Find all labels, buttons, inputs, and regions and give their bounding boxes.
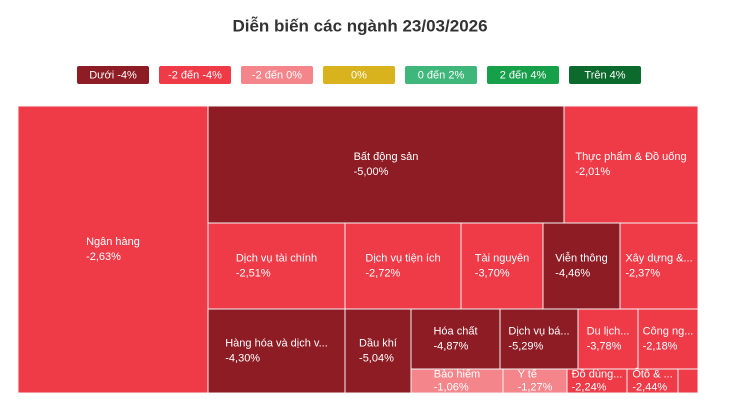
tile-label: Ôtô & ...: [632, 367, 672, 380]
legend-swatch: [487, 66, 559, 84]
legend-label: Dưới -4%: [89, 69, 137, 81]
tile: [563, 105, 699, 224]
tile: [410, 308, 501, 370]
chart-title: Diễn biến các ngành 23/03/2026: [232, 16, 487, 35]
tile-value: -2,37%: [625, 267, 660, 279]
tile-label: Dầu khí: [359, 337, 397, 349]
tile-label: Tài nguyên: [475, 252, 529, 264]
legend-swatch: [241, 66, 313, 84]
legend-swatch: [159, 66, 231, 84]
tile-value: -4,87%: [433, 340, 468, 352]
tile-value: -2,44%: [632, 381, 667, 393]
tile: [460, 222, 544, 310]
tile: [502, 368, 568, 394]
tile-label: Đồ dùng...: [572, 368, 623, 380]
tile: [499, 308, 579, 370]
tile: [207, 105, 565, 224]
legend-label: 2 đến 4%: [500, 69, 547, 81]
tile: [542, 222, 621, 310]
tile-label: Công ng...: [643, 325, 694, 337]
tile-value: -2,24%: [572, 381, 607, 393]
tile-label: Thực phẩm & Đồ uống: [575, 151, 686, 163]
legend-label: 0 đến 2%: [418, 69, 465, 81]
tile-label: Dịch vụ bá...: [508, 325, 569, 337]
tile-label: Xây dựng &...: [625, 252, 692, 264]
tile: [17, 105, 209, 394]
tile: [207, 308, 346, 394]
tile-label: Hàng hóa và dịch v...: [225, 337, 328, 349]
tile-value: -5,04%: [359, 352, 394, 364]
tile: [207, 222, 346, 310]
tile-value: -2,72%: [365, 267, 400, 279]
tile: [637, 308, 699, 370]
tile-value: -2,51%: [236, 267, 271, 279]
tile-value: -1,27%: [518, 381, 553, 393]
legend-label: -2 đến 0%: [252, 69, 302, 81]
tile: [344, 222, 462, 310]
tile-value: -5,00%: [354, 166, 389, 178]
tile-value: -3,70%: [475, 267, 510, 279]
tile: [619, 222, 699, 310]
legend-swatch: [323, 66, 395, 84]
tile-label: Dịch vụ tiện ích: [365, 252, 440, 264]
tile-label: Dịch vụ tài chính: [236, 252, 317, 264]
tile: [626, 368, 679, 394]
tile-value: -1,06%: [434, 381, 469, 393]
tile-label: Bất động sản: [354, 151, 419, 163]
tile-value: -4,30%: [225, 352, 260, 364]
legend-swatch: [77, 66, 149, 84]
tile-value: -2,18%: [643, 340, 678, 352]
tile: [577, 308, 639, 370]
tile: [566, 368, 628, 394]
tile-label: Viễn thông: [555, 251, 607, 264]
tile-value: -5,29%: [508, 340, 543, 352]
legend-label: 0%: [351, 69, 367, 81]
small-tile: [677, 368, 699, 394]
legend-label: -2 đến -4%: [168, 69, 222, 81]
tile-value: -2,01%: [575, 166, 610, 178]
legend-swatch: [405, 66, 477, 84]
tile-label: Du lịch...: [587, 325, 630, 337]
tile-value: -4,46%: [555, 267, 590, 279]
legend-swatch: [569, 66, 641, 84]
tile-label: Y tế: [518, 368, 537, 380]
tile-value: -3,78%: [587, 340, 622, 352]
legend-label: Trên 4%: [584, 69, 625, 81]
tile-label: Hóa chất: [433, 325, 477, 337]
tile-value: -2,63%: [86, 251, 121, 263]
tile: [344, 308, 412, 394]
tile-label: Ngân hàng: [86, 236, 140, 248]
tile-label: Bảo hiểm: [434, 368, 480, 380]
